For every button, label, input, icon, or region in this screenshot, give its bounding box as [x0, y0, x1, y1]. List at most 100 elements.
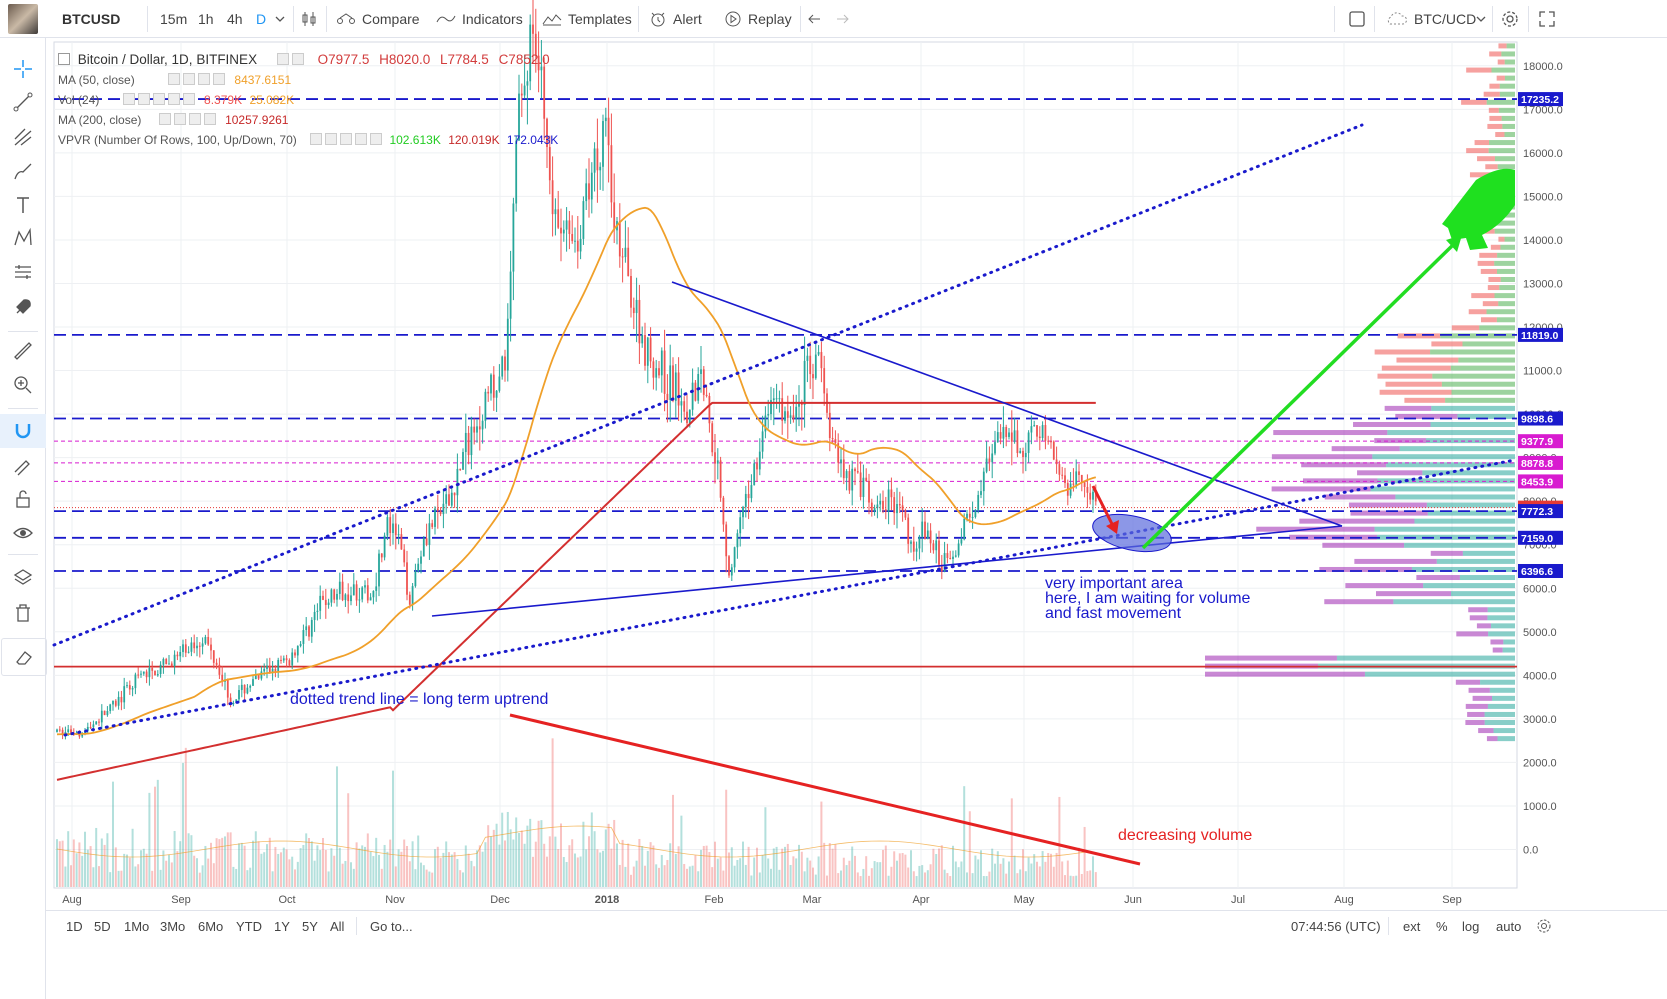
vpvr-down-bar	[1466, 148, 1489, 154]
volume-bar	[64, 866, 67, 887]
range-1d[interactable]: 1D	[66, 911, 83, 941]
volume-bar	[358, 848, 361, 887]
alert-button[interactable]: Alert	[649, 0, 702, 38]
auto-toggle[interactable]: auto	[1496, 911, 1521, 941]
ext-toggle[interactable]: ext	[1403, 911, 1420, 941]
menu-icon[interactable]	[182, 93, 195, 105]
gear-icon[interactable]	[291, 53, 304, 65]
eye-icon[interactable]	[276, 53, 289, 65]
candle-body	[1038, 436, 1041, 439]
range-1mo[interactable]: 1Mo	[124, 911, 149, 941]
templates-button[interactable]: Templates	[542, 0, 632, 38]
price-tick-label: 5000.0	[1523, 627, 1557, 639]
gear-icon[interactable]	[137, 93, 150, 105]
lock-tool[interactable]	[0, 482, 46, 516]
replay-button[interactable]: Replay	[724, 0, 792, 38]
remove-tool[interactable]	[0, 596, 46, 630]
price-badge-label: 8878.8	[1521, 458, 1553, 470]
magnet-tool[interactable]	[0, 414, 46, 448]
volume-bar	[464, 845, 467, 887]
vpvr-up-bar	[1486, 99, 1515, 105]
avatar[interactable]	[8, 4, 38, 34]
candle-body	[336, 593, 338, 600]
zoom-tool[interactable]	[0, 368, 46, 402]
candle-body	[655, 368, 658, 378]
fib-tool[interactable]	[0, 120, 46, 154]
text-tool[interactable]	[0, 188, 46, 222]
chart-settings-button[interactable]	[1536, 911, 1552, 941]
percent-toggle[interactable]: %	[1436, 911, 1448, 941]
range-1y[interactable]: 1Y	[274, 911, 290, 941]
close-icon[interactable]	[213, 73, 226, 85]
range-all[interactable]: All	[330, 911, 344, 941]
indicators-button[interactable]: Indicators	[436, 0, 523, 38]
close-icon[interactable]	[167, 93, 180, 105]
volume-bar	[408, 861, 411, 887]
eye-icon[interactable]	[168, 73, 181, 85]
clock[interactable]: 07:44:56 (UTC)	[1291, 911, 1381, 941]
undo-button[interactable]	[808, 0, 830, 38]
gear-icon[interactable]	[183, 73, 196, 85]
trend-line-tool[interactable]	[0, 85, 46, 119]
vpvr-up-bar	[1496, 317, 1515, 323]
pair-cloud-button[interactable]: BTC/UCD	[1384, 0, 1476, 38]
settings-button[interactable]	[1500, 0, 1526, 38]
pattern-tool[interactable]	[0, 221, 46, 255]
interval-d[interactable]: D	[256, 0, 266, 38]
prediction-tool[interactable]	[0, 255, 46, 289]
volume-bar	[445, 841, 448, 887]
vpvr-down-bar	[1468, 607, 1488, 613]
symbol-search[interactable]: BTCUSD	[62, 0, 120, 38]
plus-icon[interactable]	[198, 73, 211, 85]
vpvr-up-bar	[1487, 615, 1515, 621]
chart-style-button[interactable]	[300, 0, 324, 38]
gear-icon[interactable]	[325, 133, 338, 145]
volume-bar	[537, 820, 540, 887]
interval-dropdown[interactable]	[275, 0, 291, 38]
interval-15m[interactable]: 15m	[160, 0, 187, 38]
ma200-value: 10257.9261	[225, 113, 289, 127]
measure-tool[interactable]	[0, 334, 46, 368]
stay-in-drawing-tool[interactable]	[0, 448, 46, 482]
candle-body	[324, 599, 327, 605]
pair-dropdown[interactable]	[1476, 0, 1492, 38]
goto-button[interactable]: Go to...	[370, 911, 413, 941]
fullscreen-button[interactable]	[1538, 0, 1562, 38]
range-label: All	[330, 918, 345, 934]
candle-body	[890, 489, 893, 498]
plus-icon[interactable]	[188, 113, 201, 125]
eraser-tool[interactable]	[1, 638, 47, 676]
range-5y[interactable]: 5Y	[302, 911, 318, 941]
range-ytd[interactable]: YTD	[236, 911, 262, 941]
volume-bar	[504, 840, 506, 887]
close-icon[interactable]	[203, 113, 216, 125]
redo-button[interactable]	[833, 0, 855, 38]
candle-body	[842, 459, 845, 479]
icons-tool[interactable]	[0, 290, 46, 324]
range-5d[interactable]: 5D	[94, 911, 111, 941]
eye-icon[interactable]	[158, 113, 171, 125]
ma200-line	[56, 401, 1096, 781]
candle-body	[1008, 432, 1010, 437]
plus-icon[interactable]	[152, 93, 165, 105]
hide-tool[interactable]	[0, 516, 46, 550]
eye-icon[interactable]	[122, 93, 135, 105]
plus-icon[interactable]	[340, 133, 353, 145]
interval-4h[interactable]: 4h	[227, 0, 243, 38]
range-3mo[interactable]: 3Mo	[160, 911, 185, 941]
interval-1h[interactable]: 1h	[198, 0, 214, 38]
fullscreen-layout-button[interactable]	[1348, 0, 1372, 38]
close-icon[interactable]	[355, 133, 368, 145]
collapse-icon[interactable]	[58, 53, 70, 65]
menu-icon[interactable]	[370, 133, 383, 145]
brush-tool[interactable]	[0, 154, 46, 188]
compare-button[interactable]: Compare	[336, 0, 420, 38]
gear-icon[interactable]	[173, 113, 186, 125]
crosshair-tool[interactable]	[0, 52, 46, 86]
range-6mo[interactable]: 6Mo	[198, 911, 223, 941]
eye-icon[interactable]	[310, 133, 323, 145]
log-toggle[interactable]: log	[1462, 911, 1479, 941]
object-tree-tool[interactable]	[0, 561, 46, 595]
volume-bar	[58, 841, 61, 887]
